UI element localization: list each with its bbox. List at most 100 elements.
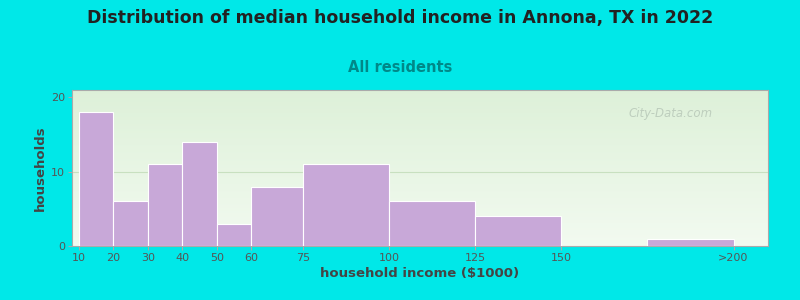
Bar (72, 189, 768, 190)
Bar (182, 142, 217, 246)
Bar (72, 127, 768, 128)
Bar (72, 115, 768, 116)
Bar (72, 158, 768, 159)
Bar (72, 234, 768, 235)
Bar (72, 219, 768, 220)
Bar (72, 110, 768, 111)
Bar (72, 167, 768, 168)
Bar (72, 93, 768, 94)
Bar (72, 199, 768, 200)
Bar (72, 217, 768, 218)
Bar (72, 198, 768, 199)
Bar (72, 230, 768, 231)
Bar (72, 221, 768, 222)
Bar (72, 171, 768, 172)
Bar (72, 206, 768, 207)
Bar (72, 156, 768, 157)
Bar (72, 140, 768, 141)
Bar (72, 105, 768, 106)
Bar (72, 92, 768, 93)
Bar (72, 192, 768, 193)
Bar (72, 141, 768, 142)
Bar (72, 185, 768, 186)
Bar (72, 119, 768, 120)
Bar (72, 228, 768, 229)
Text: All residents: All residents (348, 60, 452, 75)
Bar (72, 97, 768, 98)
Bar (72, 237, 768, 238)
Bar (72, 90, 768, 91)
Bar (72, 239, 768, 240)
Bar (72, 131, 768, 132)
Bar (79, 112, 114, 246)
Bar (72, 107, 768, 108)
Bar (72, 195, 768, 196)
Bar (72, 223, 768, 224)
Bar (217, 224, 251, 246)
Bar (72, 173, 768, 174)
Bar (72, 150, 768, 151)
Bar (72, 183, 768, 184)
Bar (72, 109, 768, 110)
Bar (72, 231, 768, 232)
Bar (72, 196, 768, 197)
Bar (72, 120, 768, 121)
Bar (72, 108, 768, 109)
Bar (72, 145, 768, 146)
Bar (72, 104, 768, 105)
Bar (72, 169, 768, 170)
Bar (475, 216, 562, 246)
Bar (114, 201, 148, 246)
Bar (72, 124, 768, 125)
Bar (72, 193, 768, 194)
Bar (72, 94, 768, 95)
Bar (72, 194, 768, 195)
Bar (72, 157, 768, 158)
Bar (72, 211, 768, 212)
Bar (72, 202, 768, 203)
Bar (72, 100, 768, 101)
Bar (72, 215, 768, 216)
Bar (72, 203, 768, 204)
Bar (72, 129, 768, 130)
Bar (72, 95, 768, 96)
Bar (72, 181, 768, 182)
Bar (72, 136, 768, 137)
Bar (72, 135, 768, 136)
Bar (72, 216, 768, 217)
Bar (72, 160, 768, 161)
Bar (303, 164, 389, 246)
X-axis label: household income ($1000): household income ($1000) (321, 267, 519, 280)
Bar (72, 148, 768, 149)
Bar (72, 128, 768, 129)
Bar (72, 165, 768, 166)
Bar (72, 240, 768, 241)
Bar (72, 126, 768, 127)
Bar (72, 207, 768, 208)
Bar (72, 225, 768, 226)
Bar (72, 190, 768, 191)
Bar (72, 166, 768, 167)
Bar (72, 151, 768, 152)
Bar (72, 188, 768, 189)
Bar (72, 125, 768, 126)
Bar (647, 238, 734, 246)
Bar (72, 101, 768, 102)
Bar (72, 205, 768, 206)
Bar (72, 161, 768, 162)
Bar (72, 232, 768, 233)
Bar (72, 149, 768, 150)
Bar (72, 118, 768, 119)
Bar (72, 142, 768, 143)
Bar (72, 179, 768, 180)
Bar (72, 137, 768, 138)
Bar (72, 172, 768, 173)
Bar (72, 139, 768, 140)
Bar (72, 186, 768, 187)
Bar (72, 154, 768, 155)
Bar (72, 204, 768, 205)
Bar (72, 245, 768, 246)
Bar (72, 112, 768, 113)
Bar (72, 162, 768, 163)
Bar (72, 133, 768, 134)
